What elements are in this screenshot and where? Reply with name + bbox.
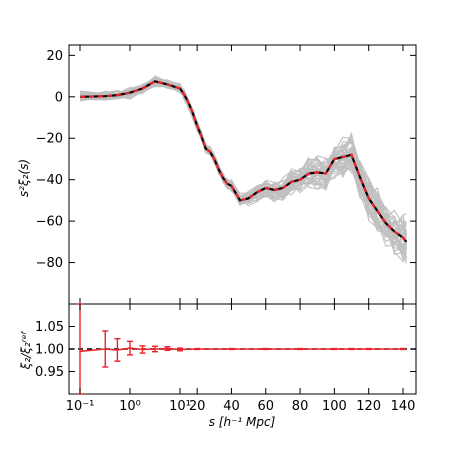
x-tick-label: 140 (391, 399, 416, 414)
x-tick-label: 80 (292, 399, 309, 414)
model-curve (79, 80, 408, 243)
mock-curve (79, 80, 407, 243)
y-tick-label: −80 (36, 256, 63, 271)
x-tick-label: 60 (257, 399, 274, 414)
bottom-y-axis: 1.05 1.00 0.95 (35, 320, 416, 380)
bottom-y-axis-label: ξ₂/ξ₂ʳᵉᶠ (19, 330, 33, 370)
y-tick-label: 1.00 (35, 343, 64, 358)
top-x-ticks (79, 45, 404, 304)
y-tick-label: −60 (36, 215, 63, 230)
x-axis-label: s [h⁻¹ Mpc] (209, 415, 276, 429)
top-y-axis: 20 0 −20 −40 −60 −80 (36, 49, 416, 271)
y-tick-label: −40 (36, 173, 63, 188)
x-tick-label: 10¹ (169, 399, 191, 414)
top-series (79, 80, 408, 243)
top-panel: 20 0 −20 −40 −60 −80 s²ξ₂(s) (17, 44, 417, 305)
y-tick-label: 0.95 (35, 365, 64, 380)
x-tick-label: 100 (322, 399, 347, 414)
x-tick-label: 10⁻¹ (66, 399, 95, 414)
ratio-series (77, 303, 406, 395)
x-tick-label: 10⁰ (119, 399, 141, 414)
x-tick-label: 20 (189, 399, 206, 414)
y-tick-label: 20 (46, 49, 63, 64)
y-tick-label: 0 (55, 90, 63, 105)
ratio-line (79, 347, 403, 353)
y-tick-label: 1.05 (35, 320, 64, 335)
y-tick-label: −20 (36, 132, 63, 147)
x-tick-label: 40 (223, 399, 240, 414)
top-y-axis-label: s²ξ₂(s) (17, 159, 31, 197)
x-tick-label: 120 (356, 399, 381, 414)
